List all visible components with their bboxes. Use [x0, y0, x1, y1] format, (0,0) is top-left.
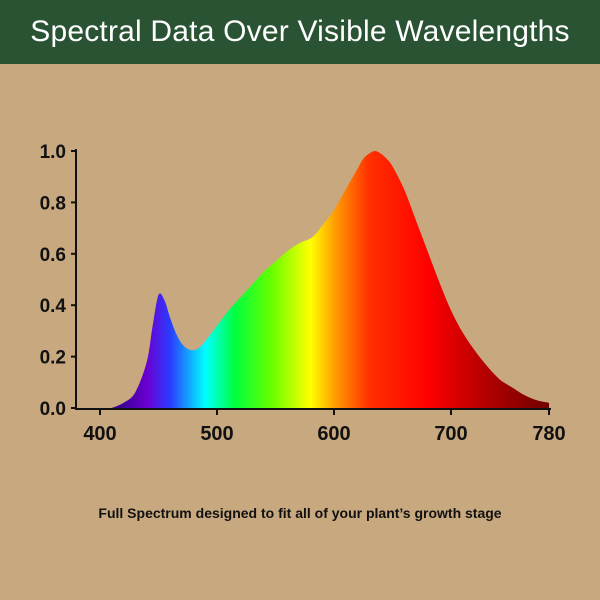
x-tick-label: 500 — [200, 423, 233, 445]
x-tick-label: 600 — [317, 423, 350, 445]
y-tick-label: 1.0 — [40, 142, 66, 163]
header-bar: Spectral Data Over Visible Wavelengths — [0, 0, 600, 64]
y-tick-label: 0.0 — [40, 399, 66, 420]
spectrum-chart: 0.0 0.2 0.4 0.6 0.8 1.0 400 500 600 700 780 — [40, 142, 566, 445]
caption-text: Full Spectrum designed to fit all of you… — [98, 505, 502, 521]
x-tick-label: 400 — [83, 423, 116, 445]
y-tick-label: 0.4 — [40, 296, 67, 317]
y-axis-ticks: 0.0 0.2 0.4 0.6 0.8 1.0 — [40, 142, 76, 420]
spectrum-area — [111, 151, 549, 408]
y-tick-label: 0.6 — [40, 245, 66, 266]
x-axis-ticks: 400 500 600 700 780 — [83, 409, 566, 445]
y-tick-label: 0.2 — [40, 348, 66, 369]
x-tick-label: 780 — [532, 423, 565, 445]
page-title: Spectral Data Over Visible Wavelengths — [30, 15, 570, 48]
x-tick-label: 700 — [434, 423, 467, 445]
y-tick-label: 0.8 — [40, 193, 66, 214]
